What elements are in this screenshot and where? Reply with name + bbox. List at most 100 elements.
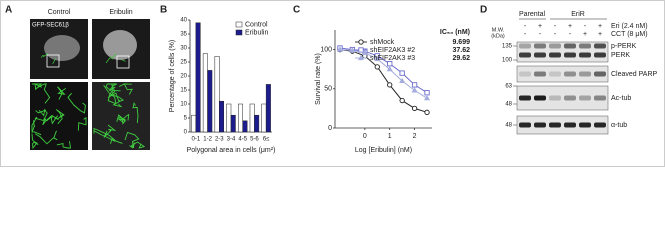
- mw-value: 48: [505, 102, 512, 108]
- band: [564, 71, 576, 77]
- bar: [207, 70, 213, 133]
- marker: [411, 82, 418, 88]
- band: [579, 52, 591, 58]
- marker-label: GFP-SEC61β: [32, 23, 69, 29]
- er-tubule: [111, 94, 125, 108]
- er-tubule: [93, 127, 123, 144]
- band: [519, 71, 531, 77]
- band-label: p-PERK: [611, 43, 637, 50]
- ic50-header: IC₅₀ (nM): [440, 29, 470, 36]
- marker: [411, 105, 418, 112]
- group-label: EriR: [571, 11, 585, 18]
- treatment-sign: -: [584, 23, 587, 30]
- band: [594, 52, 606, 58]
- y-tick-label: 25: [180, 60, 187, 66]
- legend-label: shEIF2AK3 #3: [370, 55, 415, 62]
- er-tubule: [103, 84, 117, 105]
- band-label: PERK: [611, 52, 630, 59]
- treatment-sign: -: [539, 31, 542, 38]
- x-tick-label: 2-3: [215, 137, 224, 143]
- treatment-sign: -: [524, 23, 527, 30]
- band: [579, 43, 591, 49]
- zoom-box: [46, 54, 60, 68]
- er-tubule: [105, 83, 121, 94]
- panel-label: B: [160, 5, 167, 16]
- band-label: α-tub: [611, 122, 627, 129]
- micrograph: [92, 82, 150, 150]
- treatment-sign: -: [569, 31, 572, 38]
- marker: [424, 109, 430, 115]
- er-tubule: [103, 124, 117, 138]
- band: [594, 122, 606, 128]
- legend-label: shEIF2AK3 #2: [370, 47, 415, 54]
- marker: [374, 64, 380, 70]
- x-tick-label: 0-1: [192, 137, 201, 143]
- mw-value: 63: [505, 84, 512, 90]
- marker: [336, 46, 343, 52]
- ic50-value: 29.62: [452, 55, 470, 62]
- band: [534, 95, 546, 101]
- er-tubule: [43, 115, 58, 125]
- y-tick-label: 100: [320, 46, 332, 53]
- band: [549, 95, 561, 101]
- treatment-sign: +: [538, 23, 542, 30]
- band: [549, 52, 561, 58]
- bar: [242, 120, 248, 133]
- er-tubule: [55, 109, 65, 125]
- treatment-label: Eri (2.4 nM): [611, 23, 648, 30]
- treatment-sign: -: [554, 23, 557, 30]
- er-tubule: [31, 109, 48, 132]
- legend-label: Control: [245, 21, 268, 28]
- cell: [44, 35, 80, 61]
- er-tubule: [31, 133, 39, 150]
- marker: [387, 61, 393, 67]
- mw-value: 48: [505, 123, 512, 129]
- treatment-sign: +: [568, 23, 572, 30]
- band: [534, 71, 546, 77]
- micrograph: [30, 82, 88, 150]
- marker: [361, 49, 368, 55]
- treatment-sign: +: [598, 23, 602, 30]
- legend-label: shMock: [370, 39, 395, 46]
- bar: [195, 22, 201, 133]
- band: [564, 95, 576, 101]
- er-tubule: [42, 53, 49, 58]
- band: [549, 71, 561, 77]
- er-tubule: [42, 115, 59, 126]
- er-tubule: [77, 116, 87, 131]
- band: [519, 122, 531, 128]
- bar: [265, 84, 271, 133]
- x-axis-label: Polygonal area in cells (μm²): [187, 147, 276, 154]
- mw-value: 135: [502, 44, 513, 50]
- er-tubule: [52, 58, 56, 65]
- panel-label: A: [5, 5, 12, 16]
- panel-label: C: [293, 5, 300, 16]
- ic50-value: 9.699: [452, 39, 470, 46]
- y-tick-label: 35: [180, 32, 187, 38]
- marker: [411, 87, 418, 93]
- er-tubule: [110, 58, 114, 60]
- band: [564, 122, 576, 128]
- treatment-sign: +: [583, 31, 587, 38]
- er-tubule: [132, 101, 139, 124]
- band: [594, 71, 606, 77]
- er-tubule: [34, 130, 58, 145]
- er-tubule: [118, 113, 130, 125]
- band-label: Cleaved PARP: [611, 71, 658, 78]
- y-tick-label: 0: [328, 125, 332, 132]
- band: [534, 52, 546, 58]
- y-tick-label: 5: [184, 116, 188, 122]
- band: [519, 43, 531, 49]
- treatment-sign: -: [524, 31, 527, 38]
- band: [519, 95, 531, 101]
- column-label: Control: [48, 9, 71, 16]
- blot: [516, 85, 609, 111]
- marker: [387, 82, 393, 88]
- er-tubule: [118, 83, 133, 95]
- er-tubule: [105, 56, 112, 64]
- bar: [254, 114, 260, 133]
- bar: [238, 103, 243, 133]
- x-tick-label: 0: [363, 133, 367, 140]
- x-tick-label: 5-6: [250, 137, 259, 143]
- ic50-value: 37.62: [452, 47, 470, 54]
